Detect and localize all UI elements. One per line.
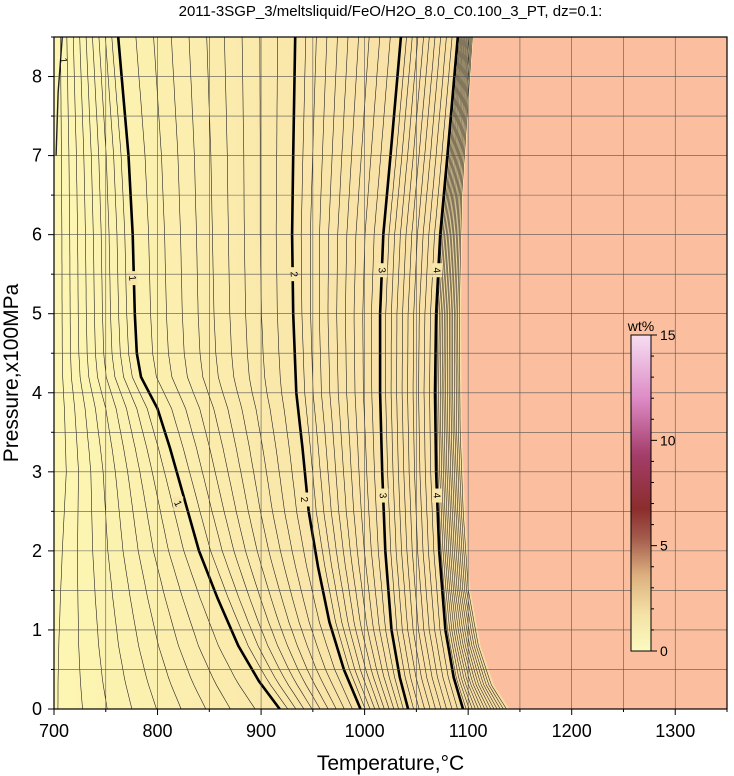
- contour-label: 4: [430, 267, 441, 274]
- y-axis-title: Pressure,x100MPa: [0, 283, 23, 462]
- contour-label-bg: [432, 488, 443, 503]
- y-tick-label: 7: [32, 146, 42, 166]
- y-tick-label: 3: [32, 462, 42, 482]
- minor-contour: [319, 37, 376, 709]
- minor-contour: [385, 37, 414, 709]
- minor-contour-labelled: [55, 37, 63, 156]
- minor-contour: [443, 37, 479, 709]
- minor-contour: [429, 37, 458, 709]
- colorbar-ticks: 0 5 10 15: [651, 327, 676, 659]
- x-tick-label: 1300: [655, 721, 695, 741]
- minor-contour: [445, 37, 482, 709]
- minor-contour: [153, 37, 297, 709]
- x-tick-label: 1100: [449, 721, 488, 741]
- saturated-region: [460, 37, 727, 709]
- y-tick-label: 4: [32, 383, 42, 403]
- colorbar-tick-label: 0: [660, 643, 668, 659]
- minor-contour: [450, 37, 492, 709]
- minor-contour: [336, 37, 385, 709]
- colorbar-tick-label: 10: [660, 432, 676, 448]
- y-tick-label: 8: [32, 67, 42, 87]
- major-contour-2: [290, 37, 362, 709]
- contour-label: 4: [430, 492, 441, 499]
- minor-contour: [447, 37, 485, 709]
- x-tick-label: 1000: [345, 721, 385, 741]
- colorbar-tick-label: 5: [660, 538, 668, 554]
- contour-label: 1: [171, 499, 184, 509]
- colorbar-tick-label: 15: [660, 327, 676, 343]
- minor-contour: [362, 37, 399, 709]
- colorbar-gradient: [630, 334, 652, 652]
- contour-label: 3: [377, 492, 388, 499]
- minor-contour: [371, 37, 404, 709]
- minor-contour: [66, 37, 83, 709]
- minor-contour: [454, 37, 498, 709]
- y-axis: 0 1 2 3 4 5 6 7 8: [32, 36, 54, 719]
- minor-contours: [55, 37, 507, 709]
- contour-label-bg: [127, 271, 138, 286]
- minor-contour: [438, 37, 470, 709]
- contour-label-bg: [432, 263, 443, 278]
- x-axis-title: Temperature,°C: [317, 752, 464, 775]
- chart-title: 2011-3SGP_3/meltsliquid/FeO/H2O_8.0_C0.1…: [179, 3, 603, 20]
- minor-contour: [224, 37, 329, 709]
- y-tick-label: 5: [32, 304, 42, 324]
- contour-label-bg: [299, 492, 310, 507]
- minor-contour: [57, 37, 67, 709]
- minor-contour: [327, 37, 380, 709]
- contour-label: 3: [375, 267, 386, 274]
- minor-contour: [300, 37, 366, 709]
- x-axis: 700 800 900 1000 1100 1200 1300: [39, 709, 728, 741]
- y-tick-label: 6: [32, 225, 42, 245]
- minor-contour: [418, 37, 447, 709]
- contour-label: 2: [298, 496, 309, 503]
- contour-label: 1: [57, 57, 68, 64]
- y-tick-label: 2: [32, 541, 42, 561]
- minor-contour: [412, 37, 442, 709]
- contour-label-bg: [377, 263, 388, 278]
- minor-contour: [171, 37, 305, 709]
- minor-contour: [407, 37, 436, 709]
- minor-contour: [206, 37, 321, 709]
- contour-label-bg: [173, 496, 184, 511]
- plot-area: 1 1 2 2 3 3 4 4 1: [54, 37, 727, 709]
- contour-label: 1: [126, 275, 137, 282]
- minor-contour: [241, 37, 337, 709]
- x-tick-label: 800: [143, 721, 173, 741]
- minor-contour: [396, 37, 425, 709]
- minor-contour: [441, 37, 476, 709]
- minor-contour: [401, 37, 431, 709]
- minor-contour: [275, 37, 353, 709]
- minor-contour: [259, 37, 345, 709]
- minor-contour: [188, 37, 313, 709]
- minor-contour: [390, 37, 420, 709]
- minor-contour: [135, 37, 289, 709]
- minor-contour: [452, 37, 495, 709]
- minor-contour: [73, 37, 108, 709]
- minor-contour: [448, 37, 489, 709]
- minor-contour: [85, 37, 157, 709]
- colorbar-title: wt%: [627, 318, 654, 334]
- minor-contour: [353, 37, 395, 709]
- y-tick-label: 1: [32, 620, 42, 640]
- minor-contour: [457, 37, 504, 709]
- minor-contour: [440, 37, 473, 709]
- minor-contour: [79, 37, 133, 709]
- colorbar: wt% 0 5 10 15: [627, 318, 676, 659]
- minor-contour: [105, 37, 231, 709]
- minor-contour: [423, 37, 453, 709]
- x-tick-label: 900: [246, 721, 276, 741]
- y-tick-label: 0: [32, 699, 42, 719]
- minor-contour: [455, 37, 501, 709]
- contour-label: 2: [287, 271, 298, 278]
- major-contour-1: [116, 37, 281, 709]
- minor-contour: [458, 37, 507, 709]
- plot-frame: [53, 36, 728, 710]
- x-tick-label: 1200: [552, 721, 592, 741]
- minor-contour: [111, 37, 256, 709]
- x-tick-label: 700: [39, 721, 69, 741]
- minor-contour: [345, 37, 390, 709]
- contour-label-bg: [378, 488, 389, 503]
